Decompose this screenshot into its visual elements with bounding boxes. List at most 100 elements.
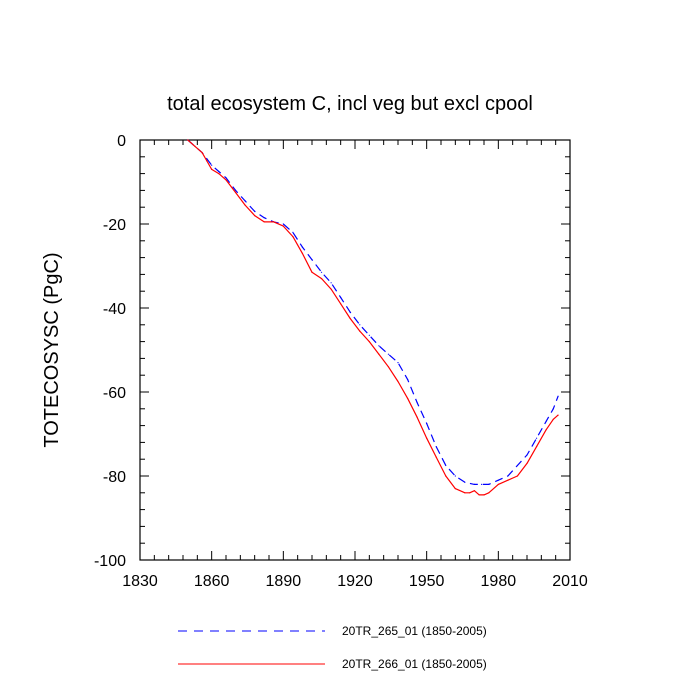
series-1-point xyxy=(387,353,390,355)
series-2-point xyxy=(234,191,237,194)
series-line-2 xyxy=(187,139,559,496)
series-2-point xyxy=(516,475,519,477)
series-2-point xyxy=(526,462,528,464)
series-layer xyxy=(187,139,559,496)
series-2-point xyxy=(488,492,490,494)
y-tick-label: -100 xyxy=(94,553,126,570)
series-1-point xyxy=(378,345,380,347)
x-tick-label: 1890 xyxy=(266,573,302,590)
series-2-point xyxy=(359,330,361,332)
series-1-point xyxy=(535,437,538,439)
series-line-1 xyxy=(187,139,559,485)
series-1-point xyxy=(426,422,428,425)
series-1-point xyxy=(435,446,437,448)
x-tick-label: 1980 xyxy=(481,573,517,590)
y-axis-label: TOTECOSYSC (PgC) xyxy=(41,252,63,447)
series-2-point xyxy=(187,139,189,141)
y-tick-label: -60 xyxy=(103,385,126,402)
series-1-point xyxy=(349,311,351,313)
series-1-point xyxy=(292,231,294,233)
series-2-point xyxy=(469,492,471,494)
x-tick-label: 1920 xyxy=(337,573,373,590)
series-2-point xyxy=(194,145,196,147)
legend-label-2: 20TR_266_01 (1850-2005) xyxy=(342,657,487,671)
series-2-point xyxy=(368,341,370,343)
series-2-point xyxy=(387,366,390,368)
series-1-point xyxy=(211,164,213,166)
series-1-point xyxy=(311,259,313,261)
series-2-point xyxy=(211,168,213,170)
series-2-point xyxy=(406,397,409,399)
series-1-point xyxy=(526,454,528,456)
series-1-point xyxy=(218,170,220,173)
series-2-point xyxy=(263,221,265,223)
series-2-point xyxy=(416,416,418,418)
series-2-point xyxy=(301,252,304,254)
series-1-point xyxy=(301,246,304,248)
series-2-point xyxy=(273,221,275,223)
series-2-point xyxy=(320,278,323,280)
series-2-point xyxy=(445,475,447,477)
series-2-point xyxy=(483,494,485,496)
series-2-point xyxy=(244,204,246,206)
plot-frame xyxy=(139,139,571,561)
series-1-point xyxy=(359,324,361,326)
series-1-point xyxy=(488,483,490,485)
chart-title: total ecosystem C, incl veg but excl cpo… xyxy=(167,93,533,115)
series-1-point xyxy=(397,362,399,364)
series-1-point xyxy=(464,481,466,483)
series-1-point xyxy=(473,483,476,485)
series-1-point xyxy=(330,282,332,284)
series-1-point xyxy=(545,420,547,422)
series-1-point xyxy=(263,217,265,219)
series-2-point xyxy=(497,483,499,485)
series-2-point xyxy=(292,236,294,238)
series-2-point xyxy=(349,317,351,320)
series-1-point xyxy=(320,271,323,273)
series-1-point xyxy=(225,177,227,179)
series-1-point xyxy=(244,200,246,202)
y-tick-label: -40 xyxy=(103,301,126,318)
series-1-point xyxy=(552,408,554,410)
y-tick-label: -80 xyxy=(103,469,126,486)
series-2-point xyxy=(254,215,256,217)
x-tick-label: 2010 xyxy=(552,573,588,590)
legend: 20TR_265_01 (1850-2005) 20TR_266_01 (1850… xyxy=(178,624,487,671)
axes: 1830 1860 1890 1920 1950 1980 2010 0 -20 -40 -60 -8… xyxy=(94,133,588,590)
series-2-point xyxy=(464,492,466,494)
series-2-point xyxy=(552,418,554,420)
series-2-point xyxy=(330,288,332,290)
series-1-point xyxy=(234,189,237,191)
x-tick-label: 1950 xyxy=(409,573,445,590)
series-1-point xyxy=(340,296,342,299)
y-tick-label: 0 xyxy=(117,133,126,150)
series-2-point xyxy=(545,429,547,431)
series-2-point xyxy=(473,490,476,492)
series-2-point xyxy=(535,446,538,448)
series-1-point xyxy=(254,210,256,212)
series-1-point xyxy=(406,378,409,380)
y-tick-label: -20 xyxy=(103,217,126,234)
series-2-point xyxy=(397,380,399,383)
series-2-point xyxy=(557,414,559,416)
series-2-point xyxy=(206,160,208,162)
series-2-point xyxy=(311,271,313,273)
series-2-point xyxy=(218,173,220,175)
series-2-point xyxy=(225,179,227,181)
series-2-point xyxy=(340,303,342,305)
series-1-point xyxy=(507,475,509,477)
series-1-point xyxy=(445,464,447,467)
series-1-point xyxy=(497,479,499,481)
series-2-point xyxy=(426,437,428,439)
series-2-point xyxy=(454,488,456,490)
series-1-point xyxy=(282,223,284,225)
series-1-point xyxy=(557,395,559,397)
series-2-point xyxy=(378,353,380,355)
legend-label-1: 20TR_265_01 (1850-2005) xyxy=(342,624,487,638)
series-2-point xyxy=(201,152,203,154)
series-2-point xyxy=(282,225,284,227)
series-1-point xyxy=(481,483,483,485)
series-2-point xyxy=(507,479,509,481)
x-tick-label: 1830 xyxy=(122,573,158,590)
